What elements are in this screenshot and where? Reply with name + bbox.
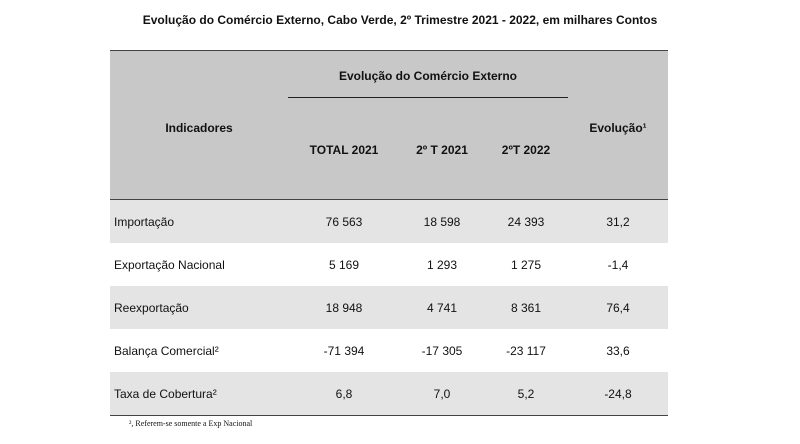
header-t2-2021: 2º T 2021 xyxy=(416,143,468,157)
cell-t2-2022: -23 117 xyxy=(506,344,546,358)
table-row: Importação 76 563 18 598 24 393 31,2 xyxy=(110,200,668,243)
table-row: Balança Comercial² -71 394 -17 305 -23 1… xyxy=(110,329,668,372)
cell-t2-2021: 18 598 xyxy=(423,215,461,229)
header-divider xyxy=(288,97,568,98)
cell-t2-2022: 24 393 xyxy=(507,215,545,229)
table-bottom-border xyxy=(110,415,668,416)
table-title: Evolução do Comércio Externo, Cabo Verde… xyxy=(142,13,658,27)
cell-t2-2022: 8 361 xyxy=(510,301,542,315)
trade-table: Indicadores Evolução do Comércio Externo… xyxy=(110,50,668,416)
cell-evolution: -24,8 xyxy=(604,387,632,401)
row-label: Exportação Nacional xyxy=(114,258,225,272)
cell-evolution: -1,4 xyxy=(607,258,629,272)
cell-t2-2021: 1 293 xyxy=(426,258,458,272)
cell-evolution: 76,4 xyxy=(606,301,630,315)
cell-total-2021: 18 948 xyxy=(325,301,363,315)
header-t2-2022: 2ºT 2022 xyxy=(501,143,551,157)
table-row: Taxa de Cobertura² 6,8 7,0 5,2 -24,8 xyxy=(110,372,668,415)
row-label: Balança Comercial² xyxy=(114,344,219,358)
cell-t2-2021: 4 741 xyxy=(426,301,458,315)
header-evolution: Evolução¹ xyxy=(589,121,647,135)
cell-total-2021: 6,8 xyxy=(335,387,353,401)
cell-total-2021: 76 563 xyxy=(325,215,363,229)
row-label: Importação xyxy=(114,215,175,229)
table-row: Reexportação 18 948 4 741 8 361 76,4 xyxy=(110,286,668,329)
cell-t2-2021: -17 305 xyxy=(421,344,463,358)
cell-t2-2021: 7,0 xyxy=(433,387,451,401)
cell-t2-2022: 5,2 xyxy=(517,387,535,401)
footnote: ², Referem-se somente a Exp Nacional xyxy=(129,419,253,428)
cell-evolution: 31,2 xyxy=(606,215,630,229)
table-row: Exportação Nacional 5 169 1 293 1 275 -1… xyxy=(110,243,668,286)
row-label: Reexportação xyxy=(114,301,189,315)
header-indicators: Indicadores xyxy=(165,121,233,135)
cell-t2-2022: 1 275 xyxy=(510,258,542,272)
cell-total-2021: -71 394 xyxy=(323,344,365,358)
header-group-title: Evolução do Comércio Externo xyxy=(338,69,518,83)
cell-evolution: 33,6 xyxy=(606,344,630,358)
header-total-2021: TOTAL 2021 xyxy=(309,143,379,157)
table-header: Indicadores Evolução do Comércio Externo… xyxy=(110,50,668,200)
cell-total-2021: 5 169 xyxy=(328,258,360,272)
row-label: Taxa de Cobertura² xyxy=(114,387,217,401)
